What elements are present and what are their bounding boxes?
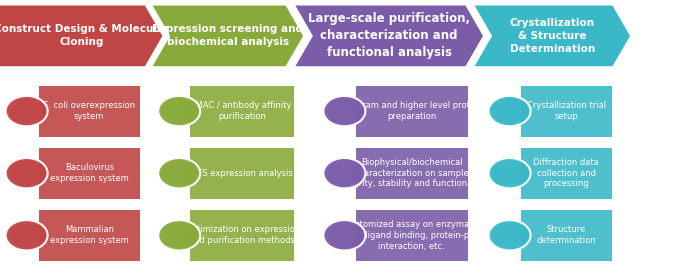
- Text: Crystallization
& Structure
Determination: Crystallization & Structure Determinatio…: [510, 18, 595, 54]
- Ellipse shape: [6, 220, 48, 251]
- Text: Optimization on expression
and purification methods: Optimization on expression and purificat…: [185, 225, 300, 245]
- FancyBboxPatch shape: [38, 148, 140, 199]
- FancyBboxPatch shape: [521, 210, 612, 261]
- Text: Construct Design & Molecular
Cloning: Construct Design & Molecular Cloning: [0, 24, 169, 47]
- Text: Baculovirus
expression system: Baculovirus expression system: [50, 163, 129, 183]
- FancyBboxPatch shape: [356, 210, 468, 261]
- Ellipse shape: [162, 99, 197, 124]
- Polygon shape: [295, 6, 483, 66]
- Polygon shape: [153, 6, 303, 66]
- Ellipse shape: [327, 99, 362, 124]
- FancyBboxPatch shape: [356, 148, 468, 199]
- Text: Crystallization trial
setup: Crystallization trial setup: [526, 101, 606, 121]
- Polygon shape: [475, 6, 630, 66]
- Ellipse shape: [158, 220, 200, 251]
- Ellipse shape: [489, 220, 531, 251]
- Ellipse shape: [327, 161, 362, 186]
- Ellipse shape: [162, 223, 197, 248]
- Text: E. coli overexpression
system: E. coli overexpression system: [43, 101, 135, 121]
- Ellipse shape: [162, 161, 197, 186]
- Text: Customized assay on enzymatic
activity, ligand binding, protein-protein
interact: Customized assay on enzymatic activity, …: [329, 220, 494, 251]
- Ellipse shape: [323, 96, 365, 126]
- FancyBboxPatch shape: [190, 148, 294, 199]
- FancyBboxPatch shape: [38, 86, 140, 137]
- Ellipse shape: [9, 99, 44, 124]
- Ellipse shape: [158, 96, 200, 126]
- Ellipse shape: [492, 161, 527, 186]
- FancyBboxPatch shape: [38, 210, 140, 261]
- Text: Milligram and higher level protein
preparation: Milligram and higher level protein prepa…: [340, 101, 483, 121]
- Text: Mammalian
expression system: Mammalian expression system: [50, 225, 129, 245]
- Text: Large-scale purification,
characterization and
functional analysis: Large-scale purification, characterizati…: [308, 12, 470, 59]
- Ellipse shape: [9, 161, 44, 186]
- Text: Biophysical/biochemical
characterization on sample
integrity, stability and func: Biophysical/biochemical characterization…: [337, 158, 486, 189]
- Text: IMAC / antibody affinity
purification: IMAC / antibody affinity purification: [193, 101, 291, 121]
- Text: Diffraction data
collection and
processing: Diffraction data collection and processi…: [533, 158, 599, 189]
- FancyBboxPatch shape: [521, 86, 612, 137]
- Ellipse shape: [9, 223, 44, 248]
- FancyBboxPatch shape: [190, 86, 294, 137]
- Ellipse shape: [6, 158, 48, 188]
- Ellipse shape: [323, 158, 365, 188]
- Ellipse shape: [158, 158, 200, 188]
- Text: HTS expression analysis: HTS expression analysis: [191, 169, 293, 178]
- Ellipse shape: [489, 158, 531, 188]
- FancyBboxPatch shape: [356, 86, 468, 137]
- Text: Expression screening and
biochemical analysis: Expression screening and biochemical ana…: [153, 24, 303, 47]
- Ellipse shape: [492, 99, 527, 124]
- Ellipse shape: [327, 223, 362, 248]
- Polygon shape: [0, 6, 162, 66]
- Ellipse shape: [492, 223, 527, 248]
- FancyBboxPatch shape: [190, 210, 294, 261]
- Ellipse shape: [489, 96, 531, 126]
- Ellipse shape: [323, 220, 365, 251]
- Text: Structure
determination: Structure determination: [536, 225, 596, 245]
- Ellipse shape: [6, 96, 48, 126]
- FancyBboxPatch shape: [521, 148, 612, 199]
